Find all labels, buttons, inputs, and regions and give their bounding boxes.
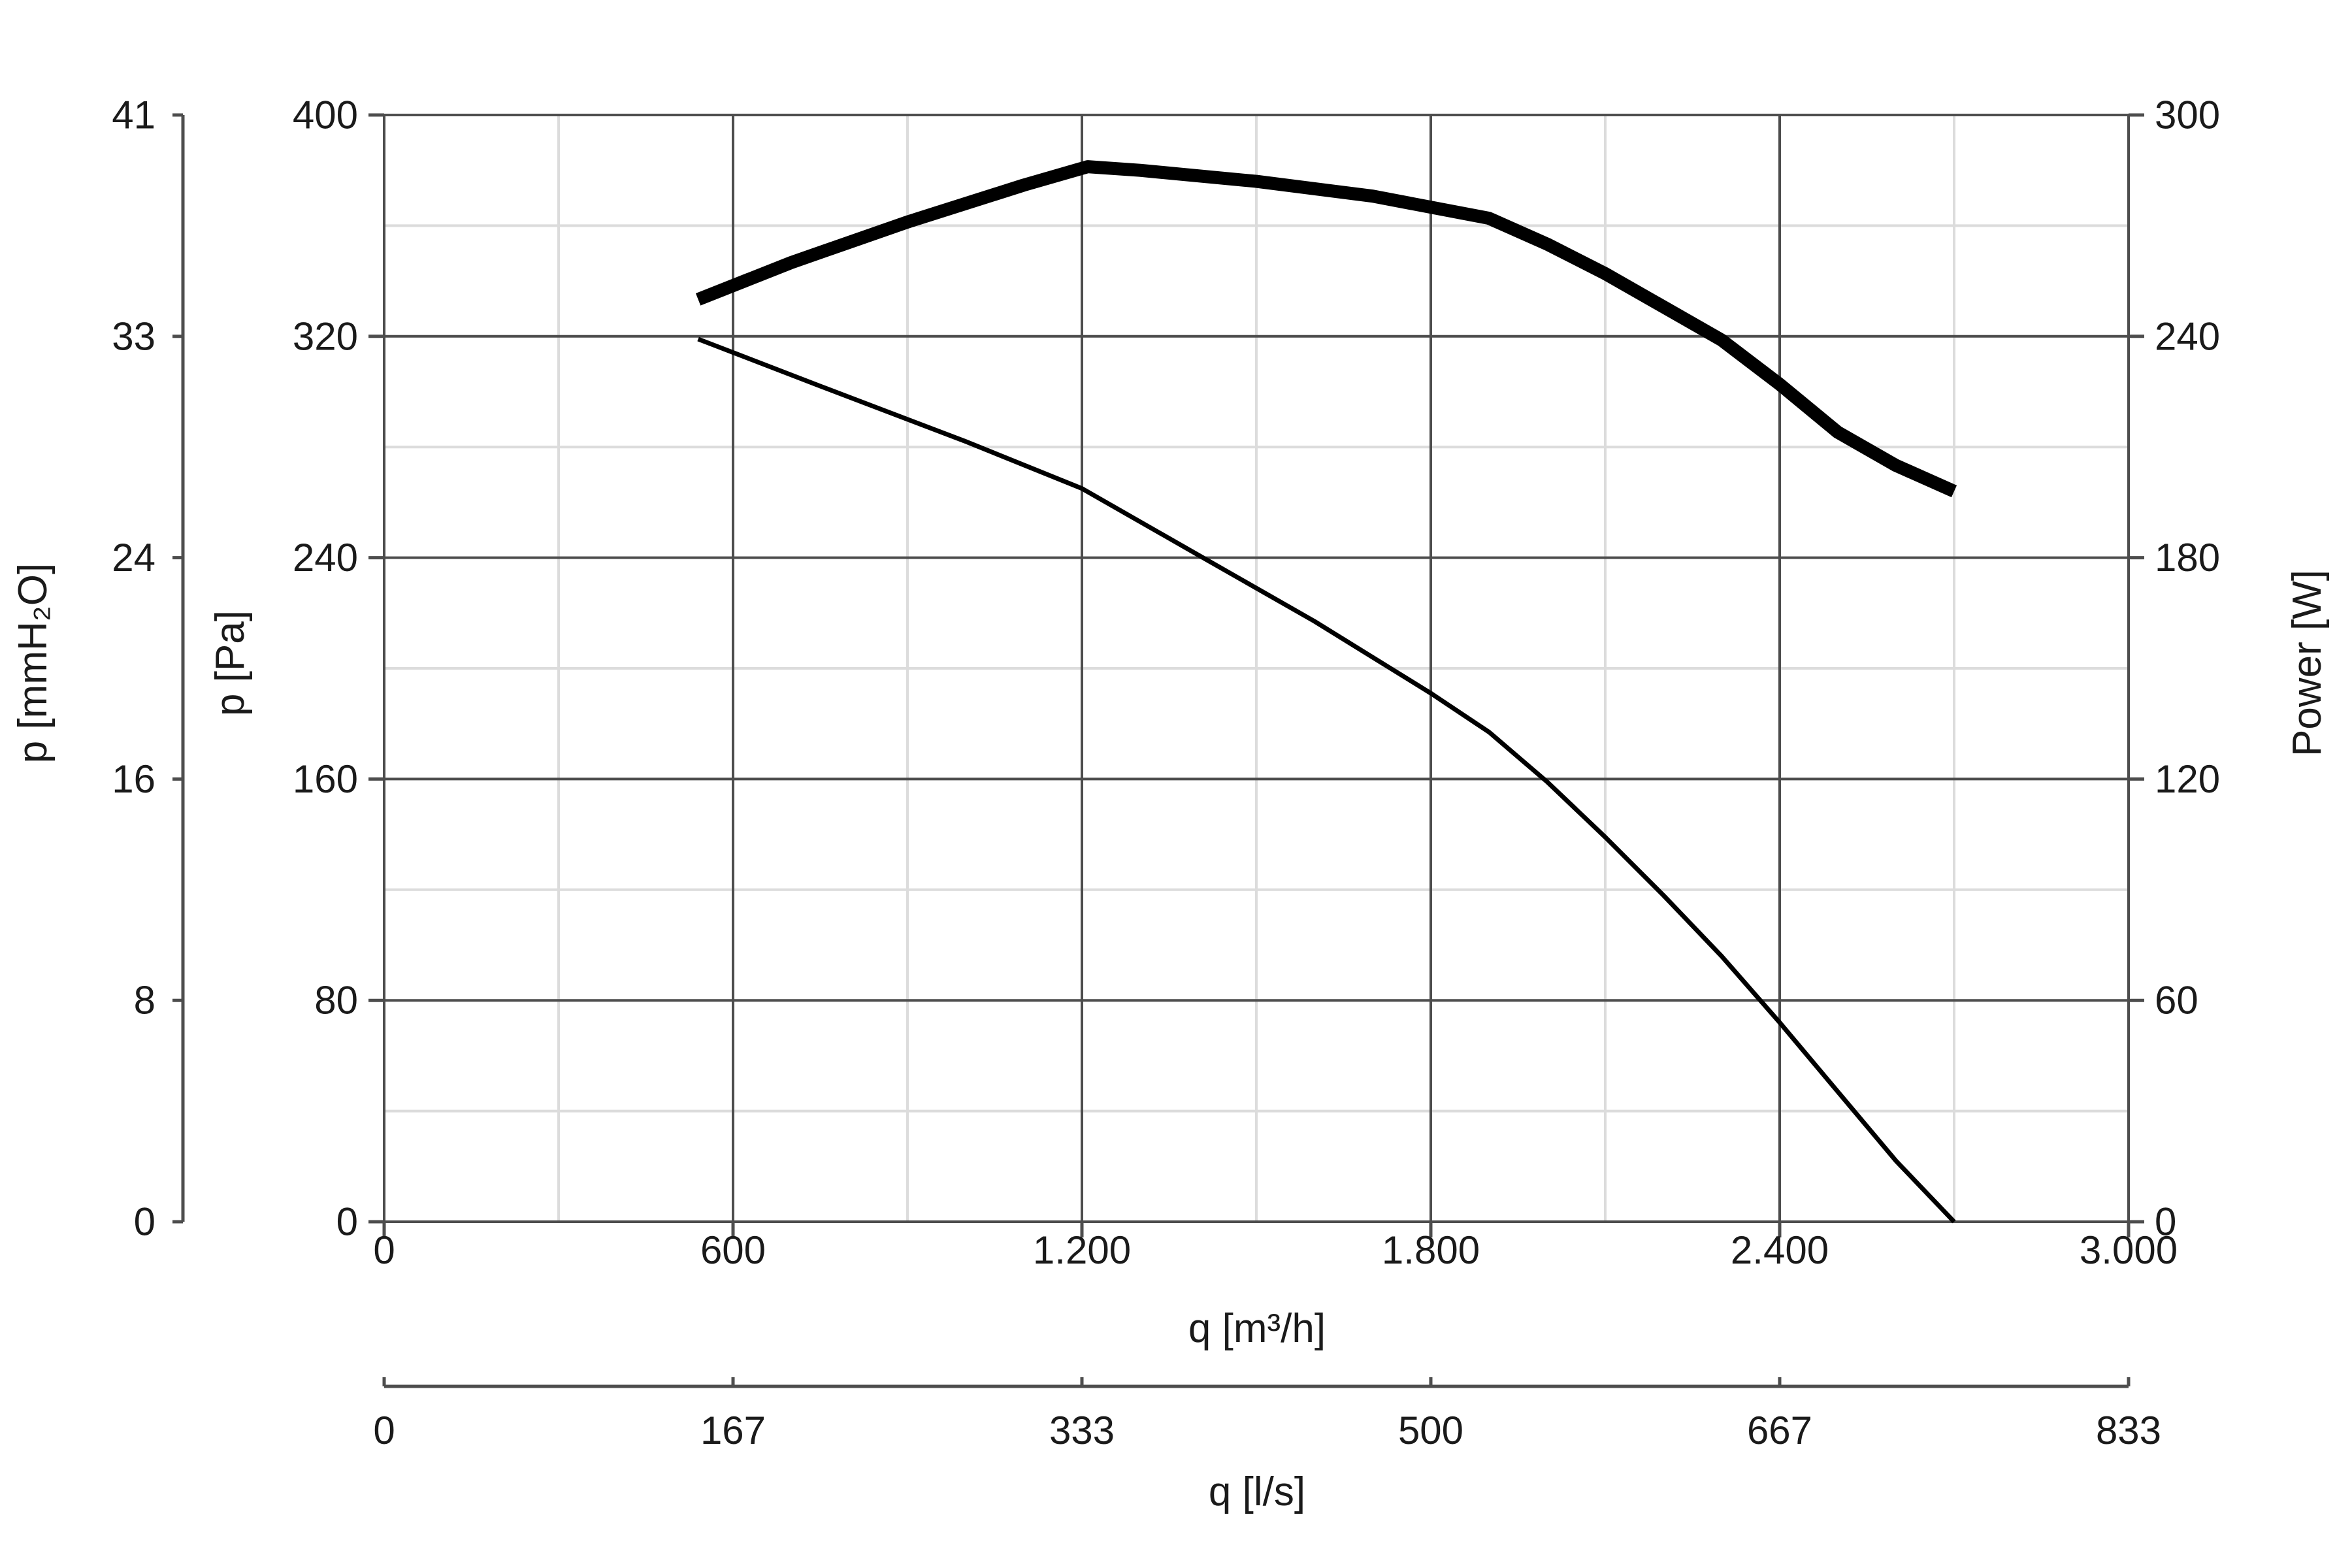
y-left-tick-label: 0 [336,1200,358,1244]
x-secondary-tick-label: 500 [1398,1409,1463,1452]
y-left-outer-tick-label: 8 [134,979,155,1022]
grid [383,114,2130,1223]
y-right-tick-label: 120 [2155,757,2220,801]
x-tick-label: 1.800 [1382,1228,1480,1272]
x-tick-label: 600 [700,1228,766,1272]
y-right-tick-label: 300 [2155,93,2220,137]
y-left-outer-tick-label: 24 [112,536,155,580]
power-curve [695,160,1957,498]
y-left-tick-label: 320 [293,314,358,358]
y-left-axis-title: p [Pa] [208,610,253,716]
y-right-tick-label: 240 [2155,314,2220,358]
x-secondary-axis-title: q [l/s] [1209,1469,1305,1514]
x-secondary-tick-label: 333 [1049,1409,1115,1452]
y-left-tick-label: 160 [293,757,358,801]
y-left-outer-tick-label: 16 [112,757,155,801]
y-right-tick-label: 60 [2155,979,2198,1022]
x-tick-label: 3.000 [2080,1228,2178,1272]
axes [172,113,2144,1388]
y-right-axis-title: Power [W] [2285,570,2330,757]
tick-labels: 0 80 160 240 320 400 0 8 16 24 33 41 0 60 120 180 240 300… [112,93,2220,1453]
x-secondary-tick-label: 667 [1747,1409,1812,1452]
y-right-tick-label: 0 [2155,1200,2176,1244]
y-left-tick-label: 400 [293,93,358,137]
x-tick-label: 0 [373,1228,395,1272]
y-left-tick-label: 80 [314,979,358,1022]
x-tick-label: 1.200 [1033,1228,1131,1272]
x-secondary-tick-label: 0 [373,1409,395,1452]
y-left-tick-label: 240 [293,536,358,580]
x-tick-label: 2.400 [1731,1228,1829,1272]
y-left-outer-tick-label: 33 [112,314,155,358]
x-axis-title: q [m³/h] [1188,1306,1326,1351]
y-left-outer-tick-label: 41 [112,93,155,137]
curves [695,160,1957,1224]
pressure-curve [697,336,1956,1224]
y-right-tick-label: 180 [2155,536,2220,580]
x-secondary-tick-label: 833 [2096,1409,2161,1452]
x-secondary-tick-label: 167 [700,1409,766,1452]
y-left-outer-axis-title: p [mmH₂O] [10,563,56,764]
y-left-outer-tick-label: 0 [134,1200,155,1244]
